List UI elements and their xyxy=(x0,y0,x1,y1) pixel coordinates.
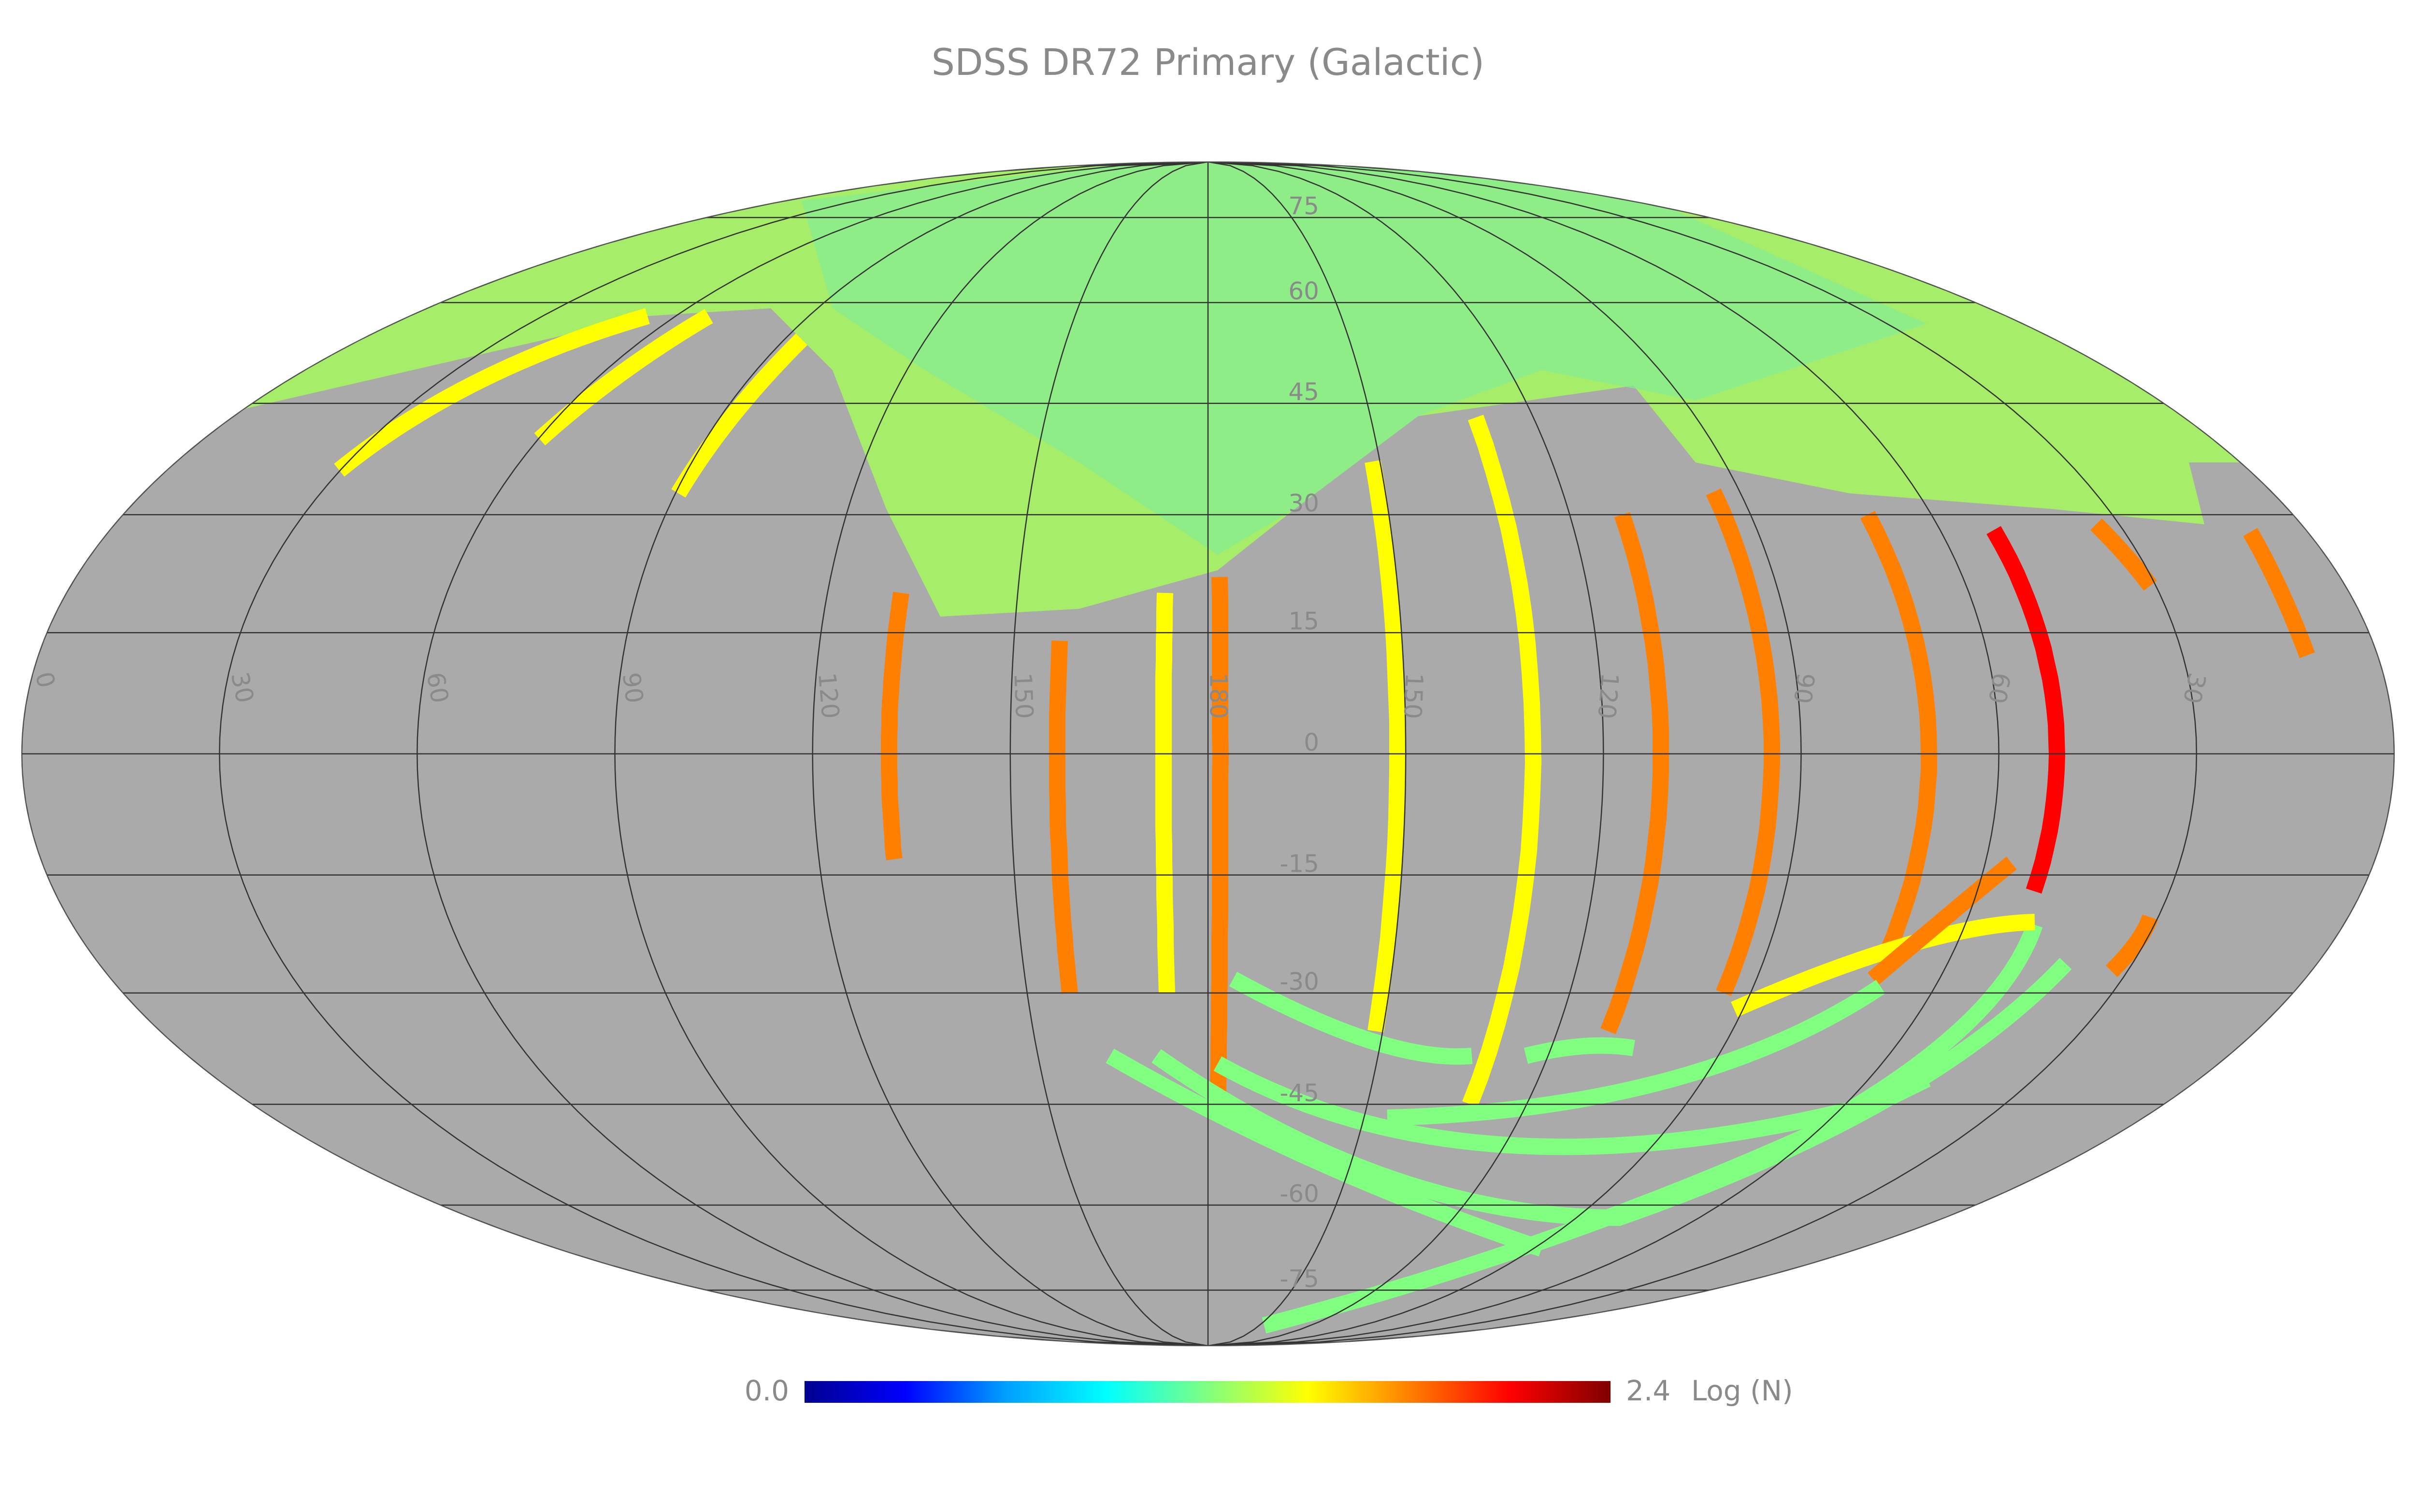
survey-arc xyxy=(1387,979,1885,1126)
longitude-label: 120 xyxy=(1592,672,1624,720)
colorbar-max: 2.4 xyxy=(1626,1374,1670,1407)
colorbar xyxy=(805,1381,1611,1403)
longitude-label: 30 xyxy=(225,670,259,706)
latitude-label: 15 xyxy=(1288,607,1319,635)
survey-arc xyxy=(1229,972,1473,1065)
survey-arc xyxy=(1524,1037,1635,1064)
survey-arc xyxy=(2243,528,2315,658)
latitude-label: 0 xyxy=(1304,729,1319,757)
latitude-label: -60 xyxy=(1280,1180,1319,1208)
survey-stripe xyxy=(1462,415,1542,1108)
colorbar-unit: Log (N) xyxy=(1691,1374,1793,1407)
latitude-label: -45 xyxy=(1280,1079,1319,1107)
longitude-label: 60 xyxy=(421,670,454,705)
survey-arc xyxy=(1213,922,2043,1155)
latitude-label: 75 xyxy=(1288,192,1319,220)
latitude-label: -75 xyxy=(1280,1265,1319,1293)
latitude-label: 30 xyxy=(1288,490,1319,518)
survey-arc xyxy=(534,309,713,446)
longitude-label: 60 xyxy=(1983,671,2016,706)
survey-stripe xyxy=(1860,511,1937,958)
survey-stripe xyxy=(1155,592,1175,994)
survey-stripe xyxy=(881,591,909,861)
graticule-labels: 75 60 45 30 150 -15 -30 -45 -60 -75 0 30 60 90 120 150 1… xyxy=(29,192,2211,1293)
survey-stripe xyxy=(1365,460,1406,1033)
survey-stripe xyxy=(1049,640,1078,994)
survey-arc xyxy=(671,333,807,498)
colorbar-min: 0.0 xyxy=(745,1374,789,1407)
longitude-label: 90 xyxy=(1788,671,1820,705)
latitude-label: 60 xyxy=(1288,277,1319,305)
survey-stripe xyxy=(1210,576,1229,1104)
survey-stripe xyxy=(1600,512,1669,1035)
longitude-label: 30 xyxy=(2177,670,2211,706)
map-border xyxy=(21,161,2395,1346)
survey-arc xyxy=(1106,1049,1544,1257)
latitude-label: -30 xyxy=(1280,967,1319,995)
survey-arc xyxy=(1262,1071,1931,1334)
survey-arc xyxy=(2105,914,2158,978)
map-title: SDSS DR72 Primary (Galactic) xyxy=(932,41,1484,84)
longitude-label: 150 xyxy=(1398,672,1428,720)
north-cap-core xyxy=(802,162,1927,555)
survey-arc xyxy=(2090,518,2157,591)
longitude-label: 90 xyxy=(617,671,649,705)
survey-arc xyxy=(334,308,650,477)
longitude-label: 120 xyxy=(813,672,845,720)
longitude-label: 180 xyxy=(1205,673,1233,719)
latitude-label: -15 xyxy=(1280,850,1319,878)
survey-stripe xyxy=(1706,488,1780,996)
survey-coverage xyxy=(185,162,2315,1334)
longitude-label: 150 xyxy=(1008,672,1038,720)
survey-arc xyxy=(1867,856,2017,985)
survey-stripe xyxy=(1986,526,2066,894)
latitude-label: 45 xyxy=(1288,378,1319,406)
